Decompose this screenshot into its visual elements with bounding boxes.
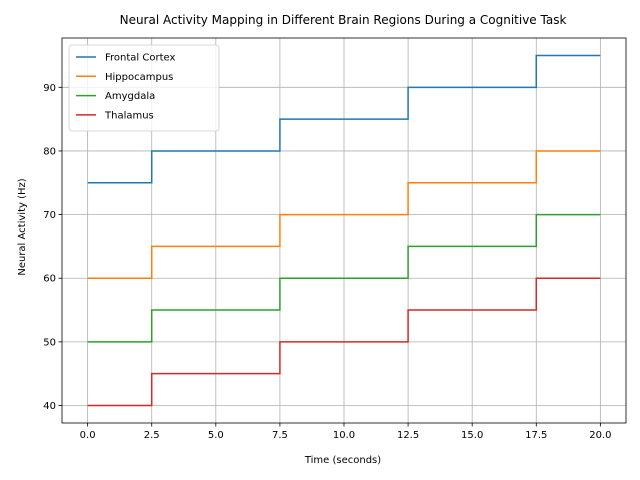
y-tick-label: 80	[43, 146, 56, 157]
y-tick-label: 40	[43, 401, 56, 412]
x-tick-label: 15.0	[461, 430, 483, 441]
x-axis-ticks: 0.0 2.5 5.0 7.5 10.0 12.5 15.0 17.5 20.0	[80, 423, 611, 441]
x-tick-label: 20.0	[589, 430, 611, 441]
series-line-hippocampus	[87, 150, 601, 279]
series-line-thalamus	[87, 277, 601, 407]
y-axis-label: Neural Activity (Hz)	[17, 178, 28, 275]
legend-label-hippocampus: Hippocampus	[105, 72, 173, 83]
legend-box	[68, 44, 220, 132]
y-tick-label: 50	[43, 337, 56, 348]
series-line-frontal-cortex	[87, 54, 601, 184]
chart-title: Neural Activity Mapping in Different Bra…	[120, 13, 567, 27]
series-lines	[87, 54, 601, 407]
series-line-amygdala	[87, 213, 601, 343]
legend-label-thalamus: Thalamus	[104, 110, 154, 121]
y-tick-label: 70	[43, 210, 56, 221]
y-axis-ticks: 40 50 60 70 80 90	[43, 83, 62, 412]
x-axis-label: Time (seconds)	[304, 455, 381, 466]
x-tick-label: 12.5	[397, 430, 419, 441]
y-tick-label: 90	[43, 83, 56, 94]
x-tick-label: 7.5	[272, 430, 288, 441]
legend-label-amygdala: Amygdala	[105, 91, 155, 102]
legend: Frontal Cortex Hippocampus Amygdala Thalamu…	[68, 44, 220, 132]
x-tick-label: 5.0	[208, 430, 224, 441]
legend-label-frontal-cortex: Frontal Cortex	[105, 53, 175, 64]
x-tick-label: 0.0	[80, 430, 96, 441]
x-tick-label: 10.0	[333, 430, 355, 441]
y-tick-label: 60	[43, 274, 56, 285]
x-tick-label: 17.5	[525, 430, 547, 441]
x-tick-label: 2.5	[144, 430, 160, 441]
